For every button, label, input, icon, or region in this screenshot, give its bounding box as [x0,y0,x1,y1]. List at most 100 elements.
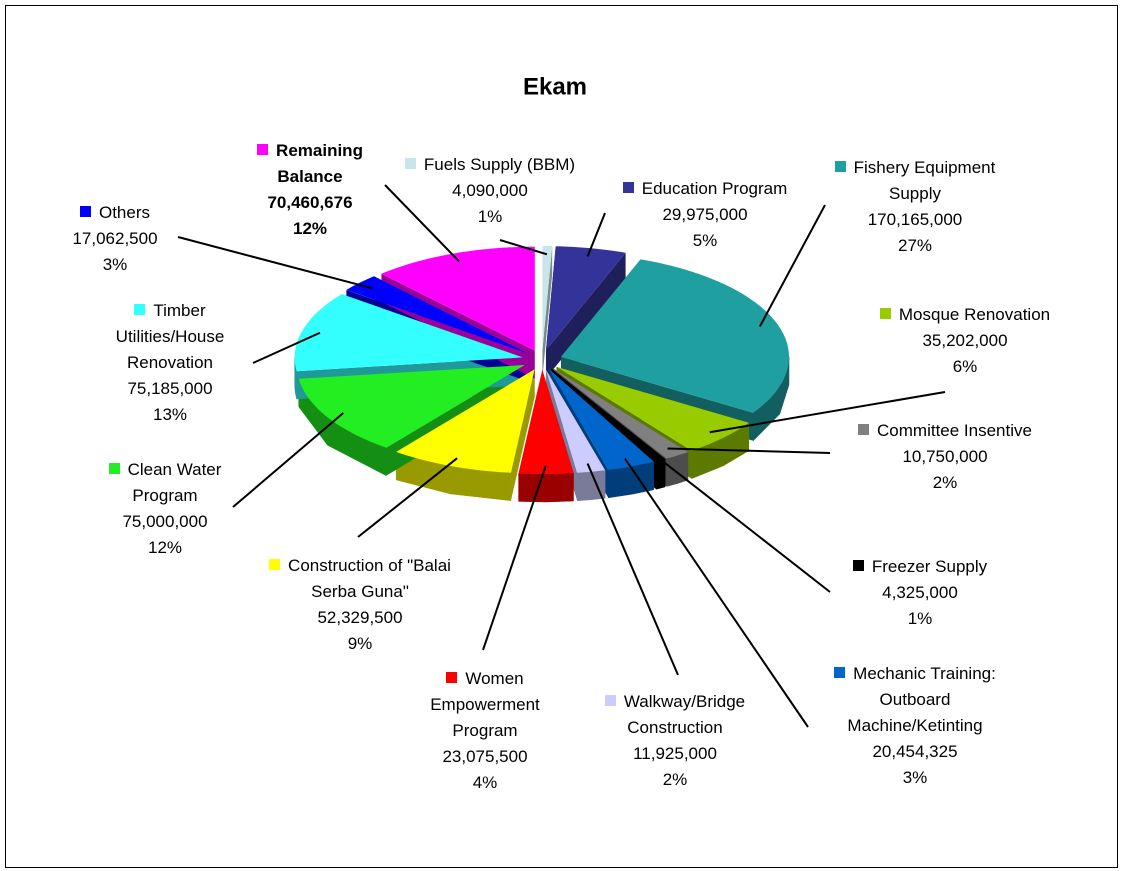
pie-slice [545,369,606,473]
legend-swatch [834,667,846,678]
slice-label: Timber Utilities/House Renovation 75,185,… [95,298,245,428]
slice-label: Committee Insentive 10,750,000 2% [840,418,1050,496]
slice-label: Women Empowerment Program 23,075,500 4% [410,666,560,796]
slice-label: Mechanic Training: Outboard Machine/Keti… [820,661,1010,791]
category-line: Others [45,200,185,226]
percent-label: 12% [292,219,328,238]
category-line: Mechanic Training: Outboard Machine/Keti… [820,661,1010,739]
value-label: 20,454,325 [872,742,958,761]
slice-side [518,472,574,503]
slice-label: Walkway/Bridge Construction 11,925,000 2% [590,689,760,793]
slice-label: Freezer Supply 4,325,000 1% [830,554,1010,632]
leader-line [384,184,460,263]
percent-label: 2% [662,770,688,789]
percent-label: 9% [347,634,373,653]
legend-swatch [134,304,146,315]
value-label: 11,925,000 [633,744,717,763]
category-label: Fishery Equipment Supply [853,158,996,203]
category-label: Walkway/Bridge Construction [623,692,746,737]
leader-line [232,412,344,508]
category-label: Remaining Balance [276,141,363,186]
legend-swatch [108,463,120,474]
legend-swatch [858,424,870,435]
leader-line [586,212,606,257]
value-label: 75,185,000 [127,379,213,398]
category-label: Clean Water Program [127,460,222,505]
pie-slice [381,246,535,351]
percent-label: 4% [472,773,498,792]
percent-label: 27% [897,236,933,255]
category-label: Mosque Renovation [898,305,1051,324]
pie-slice [518,369,574,474]
slice-label: Construction of "Balai Serba Guna" 52,329… [255,553,465,657]
slice-label: Clean Water Program 75,000,000 12% [90,457,240,561]
category-label: Education Program [641,179,788,198]
percent-label: 12% [147,538,183,557]
pie-slice [556,366,749,451]
percent-label: 5% [692,231,718,250]
legend-swatch [879,308,891,319]
slice-label: Others 17,062,500 3% [45,200,185,278]
percent-label: 1% [477,207,503,226]
category-label: Construction of "Balai Serba Guna" [288,556,451,601]
category-line: Fuels Supply (BBM) [390,152,590,178]
slice-label: Fuels Supply (BBM) 4,090,000 1% [390,152,590,230]
leader-line [357,457,458,538]
leader-line [586,463,679,676]
leader-line [177,236,374,290]
value-label: 17,062,500 [72,229,158,248]
percent-label: 13% [152,405,188,424]
legend-swatch [604,695,616,706]
value-label: 29,975,000 [662,205,748,224]
category-label: Fuels Supply (BBM) [423,155,576,174]
category-line: Remaining Balance [240,138,380,190]
leader-line [252,331,321,364]
chart-title: Ekam [523,73,587,100]
value-label: 10,750,000 [902,447,988,466]
value-label: 75,000,000 [122,512,208,531]
slice-label: Education Program 29,975,000 5% [605,176,805,254]
category-line: Mosque Renovation [860,302,1070,328]
value-label: 170,165,000 [867,210,963,229]
pie-slice [551,368,666,462]
value-label: 23,075,500 [442,747,528,766]
leader-line [758,204,826,327]
leader-line [624,457,809,728]
category-line: Clean Water Program [90,457,240,509]
legend-swatch [269,559,281,570]
slice-edge [545,252,626,379]
value-label: 4,325,000 [882,583,958,602]
value-label: 70,460,676 [267,193,353,212]
value-label: 52,329,500 [317,608,403,627]
category-label: Others [98,203,151,222]
pie-slice [560,259,789,413]
pie-slice [549,369,654,470]
slice-label: Fishery Equipment Supply 170,165,000 27% [815,155,1015,259]
leader-line [709,391,946,434]
category-label: Timber Utilities/House Renovation [115,301,225,372]
pie-slice [545,246,626,351]
category-line: Construction of "Balai Serba Guna" [255,553,465,605]
percent-label: 6% [952,357,978,376]
category-label: Freezer Supply [871,557,988,576]
pie-slice [542,246,553,351]
value-label: 4,090,000 [452,181,528,200]
pie-slice [294,294,523,372]
category-line: Walkway/Bridge Construction [590,689,760,741]
percent-label: 3% [902,768,928,787]
category-line: Committee Insentive [840,418,1050,444]
category-line: Women Empowerment Program [410,666,560,744]
leader-line [651,452,831,593]
legend-swatch [404,158,416,169]
pie-slice [346,276,528,354]
leader-line [499,239,548,256]
legend-swatch [834,161,846,172]
pie-slice [552,368,688,459]
legend-swatch [257,144,269,155]
category-line: Fishery Equipment Supply [815,155,1015,207]
percent-label: 2% [932,473,958,492]
leader-line [667,447,831,454]
slice-label: Remaining Balance 70,460,676 12% [240,138,380,242]
